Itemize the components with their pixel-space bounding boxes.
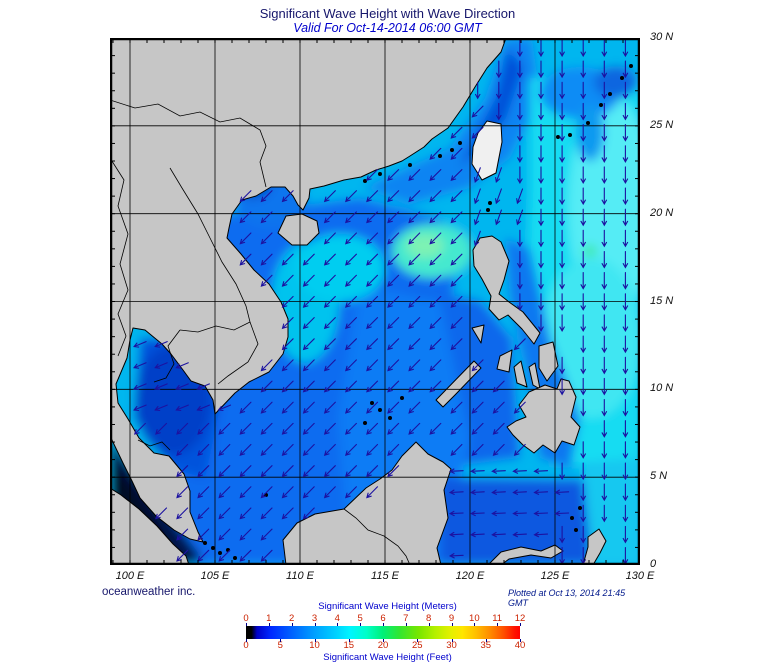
map-canvas	[109, 37, 641, 566]
valid-time-subtitle: Valid For Oct-14-2014 06:00 GMT	[293, 21, 482, 35]
colorbar-meter-tick-label: 0	[243, 613, 249, 624]
colorbar-gradient-bar	[246, 626, 520, 639]
lat-label: 25 N	[650, 119, 674, 131]
colorbar-meter-tick	[337, 623, 339, 626]
colorbar-feet-tick-label: 20	[377, 640, 389, 651]
colorbar-meter-tick-label: 2	[289, 613, 295, 624]
wave-direction-arrows	[133, 39, 629, 565]
colorbar-meter-tick	[246, 623, 247, 626]
colorbar-meter-tick-label: 5	[357, 613, 363, 624]
lon-label: 120 E	[455, 570, 485, 582]
colorbar-meter-tick	[314, 623, 316, 626]
colorbar-feet-tick	[246, 639, 247, 642]
colorbar-meter-tick	[497, 623, 499, 626]
colorbar-legend: Significant Wave Height (Meters) Signifi…	[0, 598, 775, 665]
lon-label: 105 E	[200, 570, 230, 582]
lon-label: 115 E	[371, 570, 399, 582]
page-title: Significant Wave Height with Wave Direct…	[259, 6, 516, 21]
colorbar-feet-tick	[314, 639, 316, 642]
colorbar-feet-tick-label: 10	[309, 640, 320, 651]
colorbar-meter-tick-label: 6	[380, 613, 386, 624]
colorbar-meter-tick-label: 1	[266, 613, 272, 624]
colorbar-meter-tick-label: 7	[403, 613, 409, 624]
graticule	[110, 38, 640, 565]
colorbar-feet-tick	[417, 639, 419, 642]
colorbar-meter-tick	[291, 623, 293, 626]
wave-map-svg	[109, 37, 641, 566]
lat-label: 20 N	[650, 207, 674, 219]
lat-label: 0	[650, 558, 657, 570]
colorbar-feet-tick	[451, 639, 453, 642]
colorbar-feet-tick	[520, 639, 521, 642]
plotted-timestamp: Plotted at Oct 13, 2014 21:45 GMT	[508, 588, 626, 608]
colorbar-meter-tick-label: 8	[426, 613, 432, 624]
colorbar-meter-tick	[268, 623, 270, 626]
lon-label: 125 E	[540, 570, 570, 582]
colorbar-feet-tick-label: 0	[243, 640, 249, 651]
lat-label: 30 N	[650, 31, 674, 43]
colorbar-feet-tick	[485, 639, 487, 642]
lat-label: 10 N	[650, 382, 674, 394]
colorbar-meter-tick-label: 11	[492, 613, 503, 624]
colorbar-feet-tick	[280, 639, 282, 642]
colorbar-feet-tick-label: 25	[411, 640, 423, 651]
map-frame	[109, 37, 641, 566]
colorbar-feet-tick-label: 40	[514, 640, 526, 651]
credit-text: oceanweather inc.	[102, 586, 196, 598]
colorbar-meter-tick	[360, 623, 362, 626]
colorbar-feet-tick-label: 15	[343, 640, 355, 651]
lat-label: 5 N	[650, 470, 668, 482]
colorbar-meter-tick-label: 9	[448, 613, 455, 624]
lon-label: 100 E	[115, 570, 145, 582]
colorbar-meter-tick	[520, 623, 521, 626]
colorbar-feet-tick	[348, 639, 350, 642]
colorbar-feet-tick-label: 30	[446, 640, 457, 651]
colorbar-title-feet: Significant Wave Height (Feet)	[323, 652, 452, 663]
colorbar-meter-tick	[474, 623, 476, 626]
colorbar-meter-tick	[451, 623, 453, 626]
lon-label: 130 E	[625, 570, 655, 582]
colorbar-meter-tick-label: 10	[469, 613, 480, 624]
colorbar-meter-tick-label: 4	[334, 613, 340, 624]
colorbar-feet-tick-label: 5	[277, 640, 283, 651]
colorbar-meter-tick-label: 3	[311, 613, 318, 624]
colorbar-meter-tick	[405, 623, 407, 626]
colorbar-meter-tick-label: 12	[514, 613, 526, 624]
colorbar-meter-tick	[428, 623, 430, 626]
colorbar-title-meters: Significant Wave Height (Meters)	[318, 601, 457, 612]
lat-label: 15 N	[650, 295, 674, 307]
colorbar-meter-tick	[383, 623, 384, 626]
colorbar-feet-tick	[383, 639, 384, 642]
lon-label: 110 E	[286, 570, 314, 582]
colorbar-feet-tick-label: 35	[480, 640, 492, 651]
